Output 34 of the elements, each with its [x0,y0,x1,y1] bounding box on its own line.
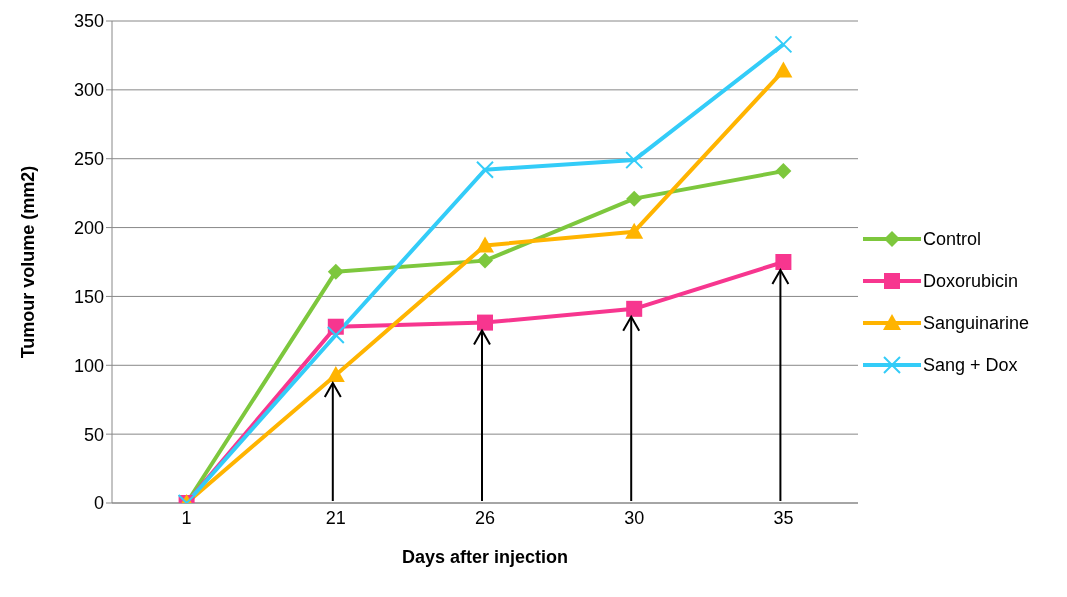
y-tick-label: 100 [73,355,104,376]
point [774,35,793,54]
x-tick-label: 21 [325,507,346,528]
point [775,163,792,180]
point [327,263,344,280]
point [625,151,644,170]
point [477,252,493,269]
point [477,314,493,331]
x-tick-label: 30 [624,507,645,528]
legend-label: Sang + Dox [923,354,1018,377]
legend-label: Sanguinarine [923,312,1030,335]
y-tick-label: 350 [73,11,104,32]
point [476,236,494,253]
y-tick-label: 250 [73,149,104,170]
y-tick-label: 300 [73,80,104,101]
y-tick-label: 50 [83,424,104,445]
legend-label: Control [923,228,982,251]
point [625,222,644,239]
y-tick-label: 200 [73,217,104,238]
x-tick-label: 1 [181,507,192,528]
point [775,254,792,270]
point [326,325,345,344]
y-tick-label: 0 [93,493,104,514]
point [774,61,793,78]
point [326,365,345,382]
x-tick-label: 35 [773,507,794,528]
legend-label: Doxorubicin [923,270,1019,293]
x-tick-label: 26 [474,507,496,528]
point [476,160,494,179]
point [626,300,643,317]
point [626,190,643,207]
y-axis-title: Tumour volume (mm2) [18,165,39,359]
x-axis-title: Days after injection [401,547,569,567]
y-tick-label: 150 [73,286,104,307]
